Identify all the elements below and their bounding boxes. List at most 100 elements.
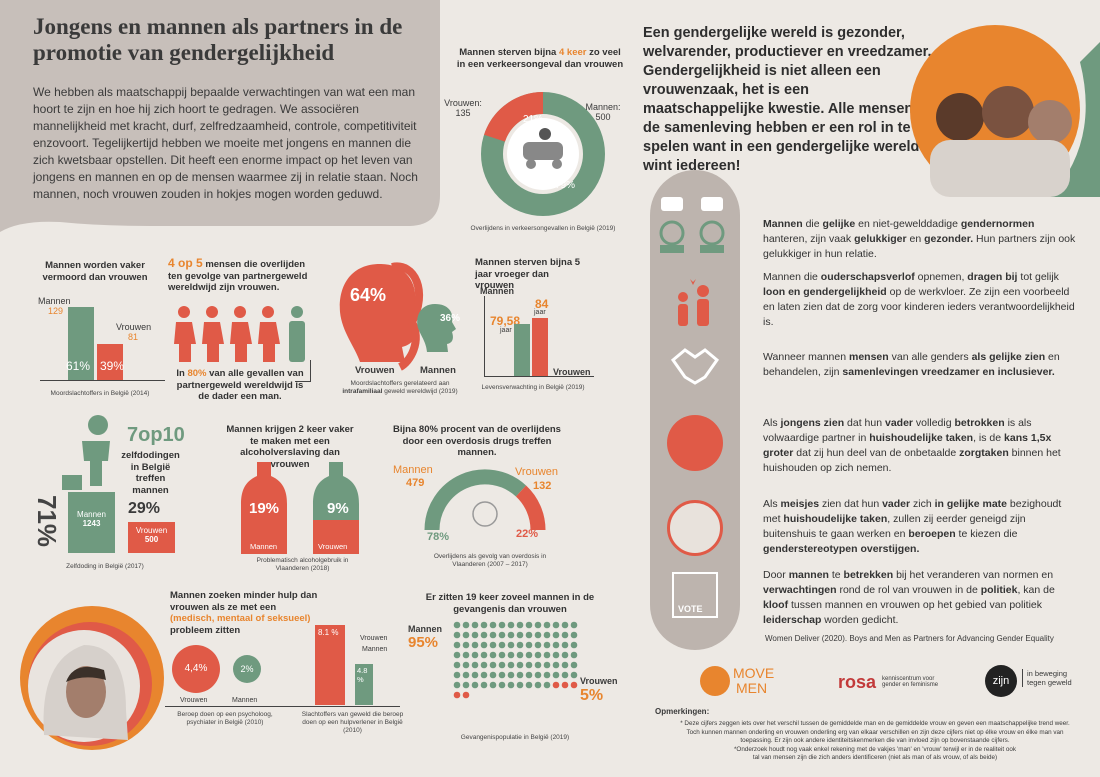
murder-women-label: Vrouwen <box>116 322 152 332</box>
traffic-women-slice <box>484 92 544 143</box>
person-stair-icon <box>62 415 110 490</box>
prison-dot <box>552 651 560 659</box>
traffic-caption: Overlijdens in verkeersongevallen in Bel… <box>470 225 616 232</box>
prison-dot <box>570 631 578 639</box>
prison-dot <box>570 651 578 659</box>
life-men-unit: jaar <box>500 327 512 334</box>
prison-dot <box>543 661 551 669</box>
murder-men-value: 129 <box>48 306 64 316</box>
prison-dot <box>561 631 569 639</box>
help-heading: Mannen zoeken minder hulp dan vrouwen al… <box>170 590 318 636</box>
prison-dot <box>498 641 506 649</box>
prison-dot <box>561 641 569 649</box>
prison-dot <box>480 661 488 669</box>
alcohol-pct-w: 9% <box>327 500 349 517</box>
life-women-unit: jaar <box>534 309 546 316</box>
suicide-pct-m: 71% <box>32 495 62 548</box>
prison-women-label: Vrouwen <box>580 676 618 686</box>
life-men-bar <box>514 324 530 376</box>
para-2: Mannen die ouderschapsverlof opnemen, dr… <box>763 271 1075 328</box>
prison-dot <box>552 631 560 639</box>
help-caption: Beroep doen op een psycholoog, psychiate… <box>177 711 273 726</box>
handshake-icon <box>670 348 720 385</box>
prison-dot <box>471 661 479 669</box>
prison-dot <box>498 631 506 639</box>
alcohol-w-label: Vrouwen <box>318 542 348 551</box>
prison-dot <box>525 651 533 659</box>
prison-dot <box>471 651 479 659</box>
prison-dot <box>498 661 506 669</box>
prison-dot <box>516 661 524 669</box>
prison-dot <box>525 621 533 629</box>
intra-m-label: Mannen <box>420 365 456 376</box>
prison-dot <box>543 641 551 649</box>
vote-label: VOTE <box>678 604 703 614</box>
prison-men-label: Mannen <box>408 624 443 634</box>
traffic-donut: 21% 79% <box>481 92 605 216</box>
prison-dot <box>489 681 497 689</box>
prison-dot <box>489 661 497 669</box>
prison-dot <box>543 671 551 679</box>
prison-women-value: 5% <box>580 687 604 704</box>
slacht-w-label: Vrouwen <box>360 635 388 642</box>
bottles-icon <box>241 462 359 554</box>
murder-women-value: 81 <box>128 332 139 342</box>
team-photo <box>910 25 1100 197</box>
prison-dot <box>516 641 524 649</box>
prison-dot <box>453 661 461 669</box>
partner-heading: 4 op 5 mensen die overlijden ten gevolge… <box>168 256 308 293</box>
overdose-men-label: Mannen <box>393 464 433 476</box>
suicide-text: zelfdodingen in België treffen mannen <box>121 450 180 496</box>
vote-icon <box>672 572 718 618</box>
life-women-bar <box>532 318 548 376</box>
prison-dot <box>552 641 560 649</box>
life-women-label: Vrouwen <box>553 367 591 377</box>
slacht-men-bar: 4.8 % <box>355 664 373 705</box>
help-women-circle: 4,4% <box>172 645 220 693</box>
remarks-text: * Deze cijfers zeggen iets over het vers… <box>680 720 1070 761</box>
prison-dot <box>534 681 542 689</box>
suicide-pct-w: 29% <box>128 500 161 517</box>
prison-dot <box>453 691 461 699</box>
intra-caption: Moordslachtoffers gerelateerd aan intraf… <box>342 380 458 395</box>
prison-dot <box>453 641 461 649</box>
prison-dot <box>552 621 560 629</box>
murder-men-bar <box>68 307 94 380</box>
suicide-women-bar: Vrouwen 500 <box>128 522 175 553</box>
prison-dot <box>453 681 461 689</box>
murder-pct-w: 39% <box>100 359 125 373</box>
para-4: Als jongens zien dat hun vader volledig … <box>763 417 1061 474</box>
prison-dot <box>507 651 515 659</box>
pills-icon <box>472 501 498 527</box>
prison-dot <box>552 681 560 689</box>
prison-dot <box>462 681 470 689</box>
prison-dot <box>471 641 479 649</box>
overdose-women-label: Vrouwen <box>515 466 559 478</box>
prison-dots <box>453 621 578 699</box>
suicide-caption: Zelfdoding in België (2017) <box>66 563 144 570</box>
prison-dot <box>525 681 533 689</box>
para-5: Als meisjes zien dat hun vader zich in g… <box>763 498 1062 555</box>
prison-dot <box>462 671 470 679</box>
prison-dot <box>516 631 524 639</box>
overdose-heading: Bijna 80% procent van de overlijdens doo… <box>393 424 561 458</box>
prison-dot <box>507 681 515 689</box>
overdose-pct-w: 22% <box>516 528 539 540</box>
overdose-women-value: 132 <box>533 480 552 492</box>
traffic-heading: Mannen sterven bijna 4 keer zo veel in e… <box>456 47 624 70</box>
remarks-title: Opmerkingen: <box>655 707 710 716</box>
prison-dot <box>561 621 569 629</box>
move-logo-1: MOVE <box>733 665 775 681</box>
overdose-caption: Overlijdens als gevolg van overdosis in … <box>433 553 547 568</box>
slacht-axis <box>305 706 400 707</box>
prison-dot <box>471 631 479 639</box>
overdose-gauge <box>424 469 546 531</box>
prison-dot <box>534 641 542 649</box>
help-axis <box>165 706 305 707</box>
life-axis <box>484 296 485 376</box>
partner-body: In 80% van alle gevallen van partnergewe… <box>176 368 304 402</box>
murder-axis <box>40 380 165 381</box>
alcohol-pct-m: 19% <box>249 500 280 517</box>
prison-dot <box>570 661 578 669</box>
prison-dot <box>525 671 533 679</box>
